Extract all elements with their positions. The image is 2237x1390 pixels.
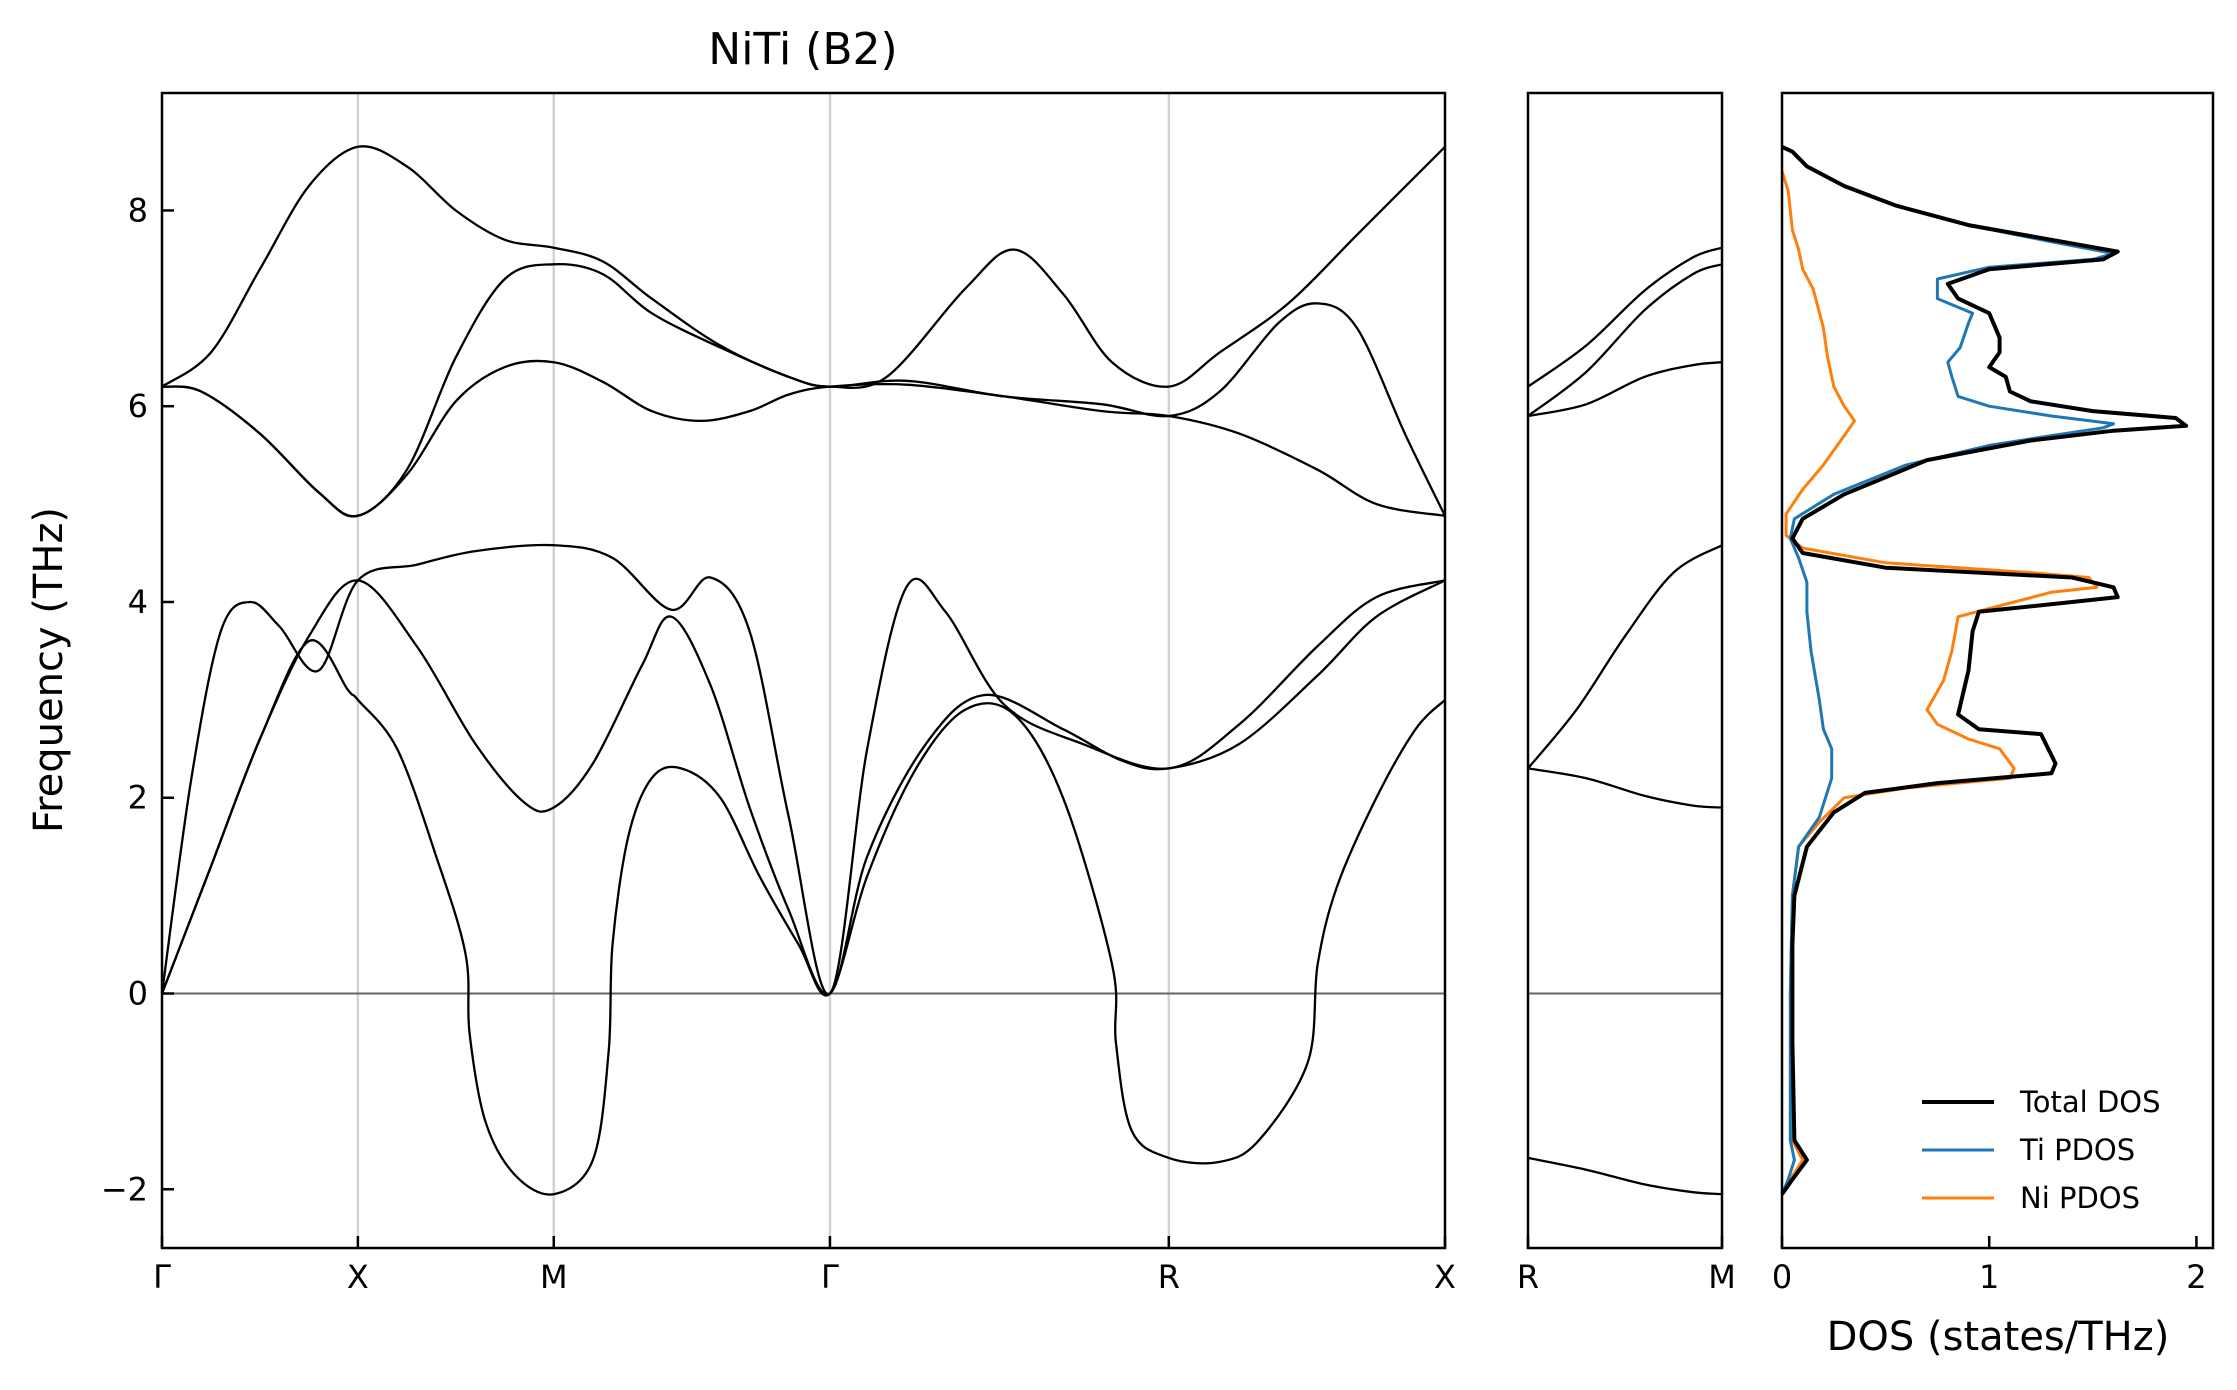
- x-tick-label: M: [540, 1258, 568, 1296]
- dos-curves: [1780, 144, 2189, 1196]
- x-tick-label: R: [1158, 1258, 1180, 1296]
- x-tick-label: Γ: [153, 1258, 171, 1296]
- rm-band-1: [1527, 246, 1723, 388]
- rm-phonon-bands: [1527, 246, 1723, 1196]
- x-tick-label: X: [347, 1258, 369, 1296]
- rm-x-tick-label: R: [1517, 1258, 1539, 1296]
- legend: Total DOS Ti PDOS Ni PDOS: [1922, 1085, 2161, 1215]
- x-tick-label: X: [1434, 1258, 1456, 1296]
- dos-series-ni-pdos: [1780, 170, 2099, 1195]
- y-tick-label: 4: [128, 583, 148, 621]
- y-tick-label: 8: [128, 191, 148, 229]
- band-4: [160, 543, 1446, 996]
- legend-label: Ti PDOS: [2019, 1133, 2135, 1167]
- dos-panel: 0 1 2 DOS (states/THz) Total DOS Ti PDOS Ni …: [1772, 91, 2215, 1360]
- y-tick-label: 0: [128, 975, 148, 1013]
- rm-band-3: [1527, 361, 1723, 418]
- band-3: [161, 359, 1446, 518]
- y-tick-label: 6: [128, 387, 148, 425]
- band-5: [160, 579, 1446, 996]
- rm-band-2: [1527, 263, 1723, 417]
- x-tick-label: Γ: [821, 1258, 839, 1296]
- phonon-bands: [160, 145, 1447, 1196]
- band-6: [160, 639, 1446, 1196]
- dos-x-ticks: 0 1 2: [1772, 1236, 2207, 1296]
- rm-plot-frame: [1526, 91, 1724, 1250]
- high-symmetry-gridlines: [356, 93, 1171, 1248]
- legend-label: Ni PDOS: [2020, 1181, 2140, 1215]
- rm-band-6: [1527, 1156, 1723, 1196]
- dos-x-tick-label: 2: [2186, 1258, 2206, 1296]
- dos-x-axis-label: DOS (states/THz): [1827, 1314, 2170, 1360]
- y-axis-label: Frequency (THz): [26, 507, 72, 833]
- dos-x-tick-label: 0: [1772, 1258, 1792, 1296]
- legend-label: Total DOS: [2019, 1085, 2161, 1119]
- dos-x-tick-label: 1: [1979, 1258, 1999, 1296]
- dos-plot-frame: [1780, 91, 2215, 1250]
- rm-band-5: [1527, 767, 1723, 809]
- band-plot-frame: [160, 91, 1447, 1250]
- dos-series-total-dos: [1780, 144, 2189, 1196]
- band-structure-panel: NiTi (B2) −2 0 2 4 6 8 Γ X M Γ R X Frequency (THz): [26, 24, 1456, 1296]
- y-tick-label: −2: [101, 1170, 148, 1208]
- chart-title: NiTi (B2): [708, 24, 897, 75]
- rm-band-4: [1527, 544, 1723, 770]
- rm-x-tick-label: M: [1708, 1258, 1736, 1296]
- y-ticks: −2 0 2 4 6 8: [101, 191, 174, 1208]
- y-tick-label: 2: [128, 779, 148, 817]
